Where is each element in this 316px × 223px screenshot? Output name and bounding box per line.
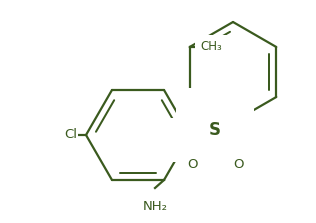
Text: Cl: Cl [64, 128, 77, 142]
Text: S: S [209, 121, 221, 139]
Text: NH₂: NH₂ [143, 200, 167, 213]
Text: CH₃: CH₃ [201, 41, 222, 54]
Text: NH: NH [182, 134, 202, 147]
Text: O: O [187, 158, 197, 171]
Text: O: O [233, 158, 243, 171]
